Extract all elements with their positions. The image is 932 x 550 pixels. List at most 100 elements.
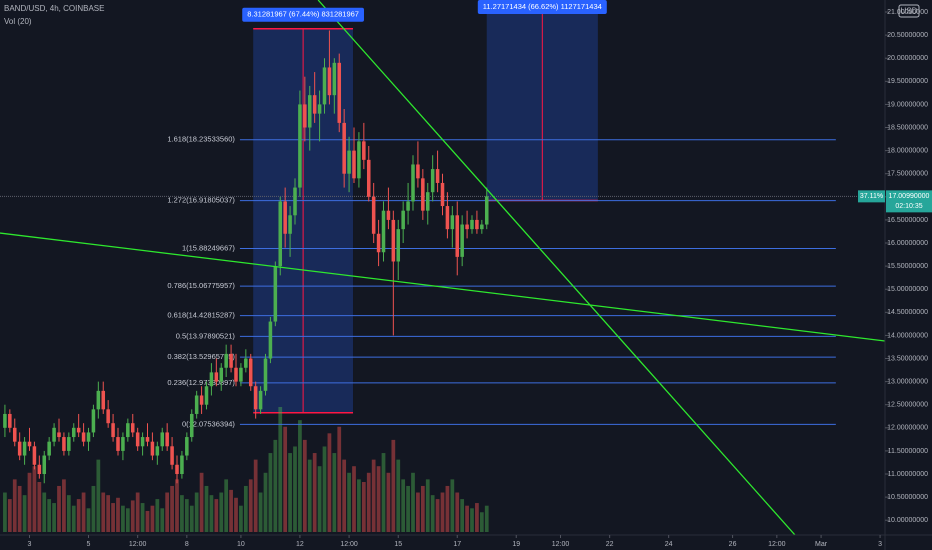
candle-body [165,432,169,447]
currency[interactable]: USD [901,7,918,16]
candle-body [42,455,47,475]
candle-body [475,219,479,230]
candle-body [327,67,332,96]
countdown: 02:10:35 [895,203,922,210]
fib-label: 1.272(16.91805037) [167,196,235,205]
y-tick-label: 15.50000000 [887,263,928,270]
y-tick-label: 13.00000000 [887,378,928,385]
candle-body [57,432,61,438]
measure-label-box [242,7,364,22]
candle-body [116,437,120,451]
volume-bar [416,492,420,532]
volume-bar [160,508,165,532]
volume-bar [248,479,253,532]
y-tick-label: 20.50000000 [887,32,928,39]
x-tick-label: 12:00 [340,541,358,548]
candle-body [440,182,445,207]
candle-body [91,409,96,433]
volume-bar [214,499,219,532]
last-price-label: 17.00990000 [889,193,930,200]
candle-body [253,386,258,410]
volume-bar [194,492,199,532]
x-tick-label: 15 [394,541,402,548]
change-label: 37.11% [860,193,883,200]
fib-label: 1.618(18.23533560) [167,135,235,144]
candle-body [62,437,66,451]
candle-body [111,423,115,438]
candle-body [401,210,405,230]
candle-body [430,169,435,193]
volume-bar [111,503,115,532]
candle-body [445,206,450,230]
candle-body [258,390,263,410]
candle-body [37,464,42,475]
candle-body [278,201,283,267]
x-tick-label: 17 [453,541,461,548]
x-tick-label: 5 [87,541,91,548]
y-tick-label: 11.00000000 [888,471,928,478]
volume-bar [91,485,96,532]
volume-bar [12,479,17,532]
volume-bar [298,420,302,532]
y-tick-label: 14.00000000 [887,332,928,339]
candle-body [460,224,464,257]
y-tick-label: 20.00000000 [887,55,928,62]
candle-body [455,215,460,257]
candle-body [32,446,37,465]
volume-bar [224,479,229,532]
fib-label: 0.618(14.42815287) [167,311,235,320]
fib-label: 0.236(12.97380897) [167,378,235,387]
volume-bar [32,466,37,532]
candle-body [244,358,248,368]
candle-body [17,441,22,456]
fib-label: 0(12.07536394) [182,419,235,428]
volume-bar [180,495,184,532]
volume-bar [37,482,42,532]
volume-bar [460,499,465,532]
candle-body [185,437,189,456]
candle-body [366,159,371,197]
volume-bar [229,489,233,532]
volume-bar [209,495,214,532]
volume-bar [484,505,489,532]
measure-label: 11.27171434 (66.62%) 1127171434 [483,2,602,11]
x-tick-label: 12:00 [552,541,570,548]
volume-bar [465,505,469,532]
candle-body [470,219,474,230]
volume-bar [3,492,7,532]
volume-bar [170,485,174,532]
volume-bar [234,497,238,532]
candle-body [52,427,56,442]
y-tick-label: 13.50000000 [887,355,928,362]
measure-label: 8.31281967 (67.44%) 831281967 [247,10,359,19]
candle-body [263,358,268,391]
candle-body [239,367,243,382]
chart-title: BAND/USD, 4h, COINBASE [4,4,104,13]
candle-body [140,437,145,447]
volume-bar [57,485,61,532]
volume-bar [396,459,401,532]
y-tick-label: 18.00000000 [887,147,928,154]
volume-bar [62,479,66,532]
fib-label: 0.5(13.97890521) [176,331,236,340]
candle-body [298,104,302,188]
volume-bar [342,459,347,532]
volume-bar [381,453,386,532]
currency-box[interactable] [898,4,920,18]
candle-body [121,437,125,451]
volume-bar [239,505,243,532]
x-tick-label: 19 [512,541,520,548]
volume-bar [283,426,288,532]
volume-bar [155,499,160,532]
candle-body [371,196,376,234]
candle-body [27,441,32,447]
candle-body [101,390,106,410]
y-tick-label: 16.50000000 [887,217,928,224]
plot-area: 1.618(18.23533560) 1.272(16.91805037) 1(15… [0,0,885,535]
volume-title: Vol (20) [4,17,32,26]
volume-bar [199,472,204,532]
candle-body [425,192,430,211]
candle-body [209,372,214,387]
volume-bar [317,466,322,532]
candle-body [268,321,273,359]
